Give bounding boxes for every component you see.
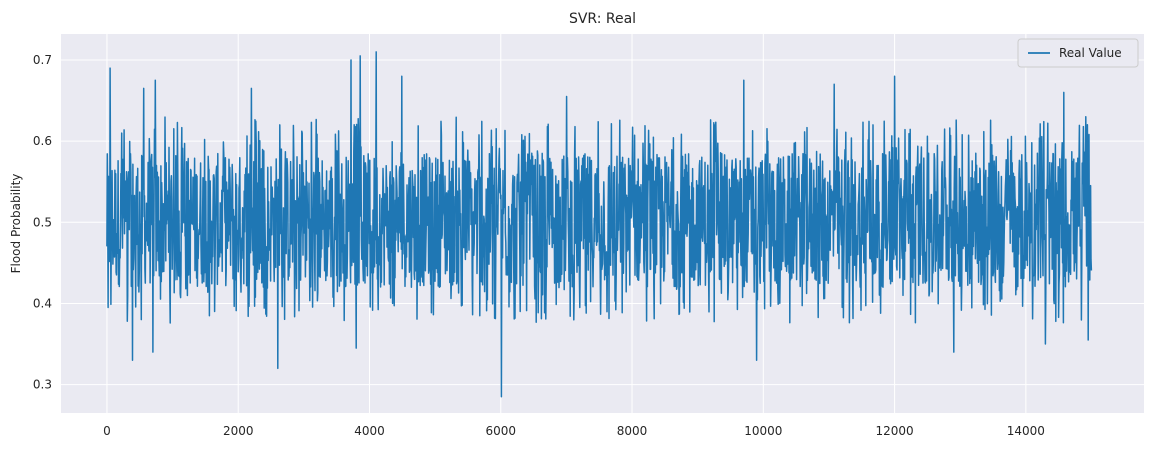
series-line-real-value: [106, 51, 1093, 398]
y-tick-label: 0.6: [33, 134, 52, 148]
x-tick-label: 8000: [617, 424, 648, 438]
y-tick-label: 0.3: [33, 378, 52, 392]
y-tick-label: 0.4: [33, 296, 52, 310]
chart-title: SVR: Real: [569, 11, 636, 27]
y-axis-label: Flood Probability: [9, 174, 23, 274]
legend: Real Value: [1017, 38, 1139, 68]
y-tick-label: 0.5: [33, 215, 52, 229]
x-tick-label: 14000: [1007, 424, 1045, 438]
x-tick-label: 2000: [223, 424, 254, 438]
x-tick-label: 6000: [485, 424, 516, 438]
x-axis-ticks: 0 2000 4000 6000 8000 10000 12000 14000: [103, 424, 1045, 438]
x-tick-label: 10000: [744, 424, 782, 438]
y-tick-label: 0.7: [33, 53, 52, 67]
legend-label-real-value: Real Value: [1059, 46, 1122, 60]
x-tick-label: 0: [103, 424, 111, 438]
x-tick-label: 4000: [354, 424, 385, 438]
legend-box: [1017, 38, 1139, 68]
y-axis-ticks: 0.3 0.4 0.5 0.6 0.7: [33, 53, 52, 392]
x-tick-label: 12000: [875, 424, 913, 438]
